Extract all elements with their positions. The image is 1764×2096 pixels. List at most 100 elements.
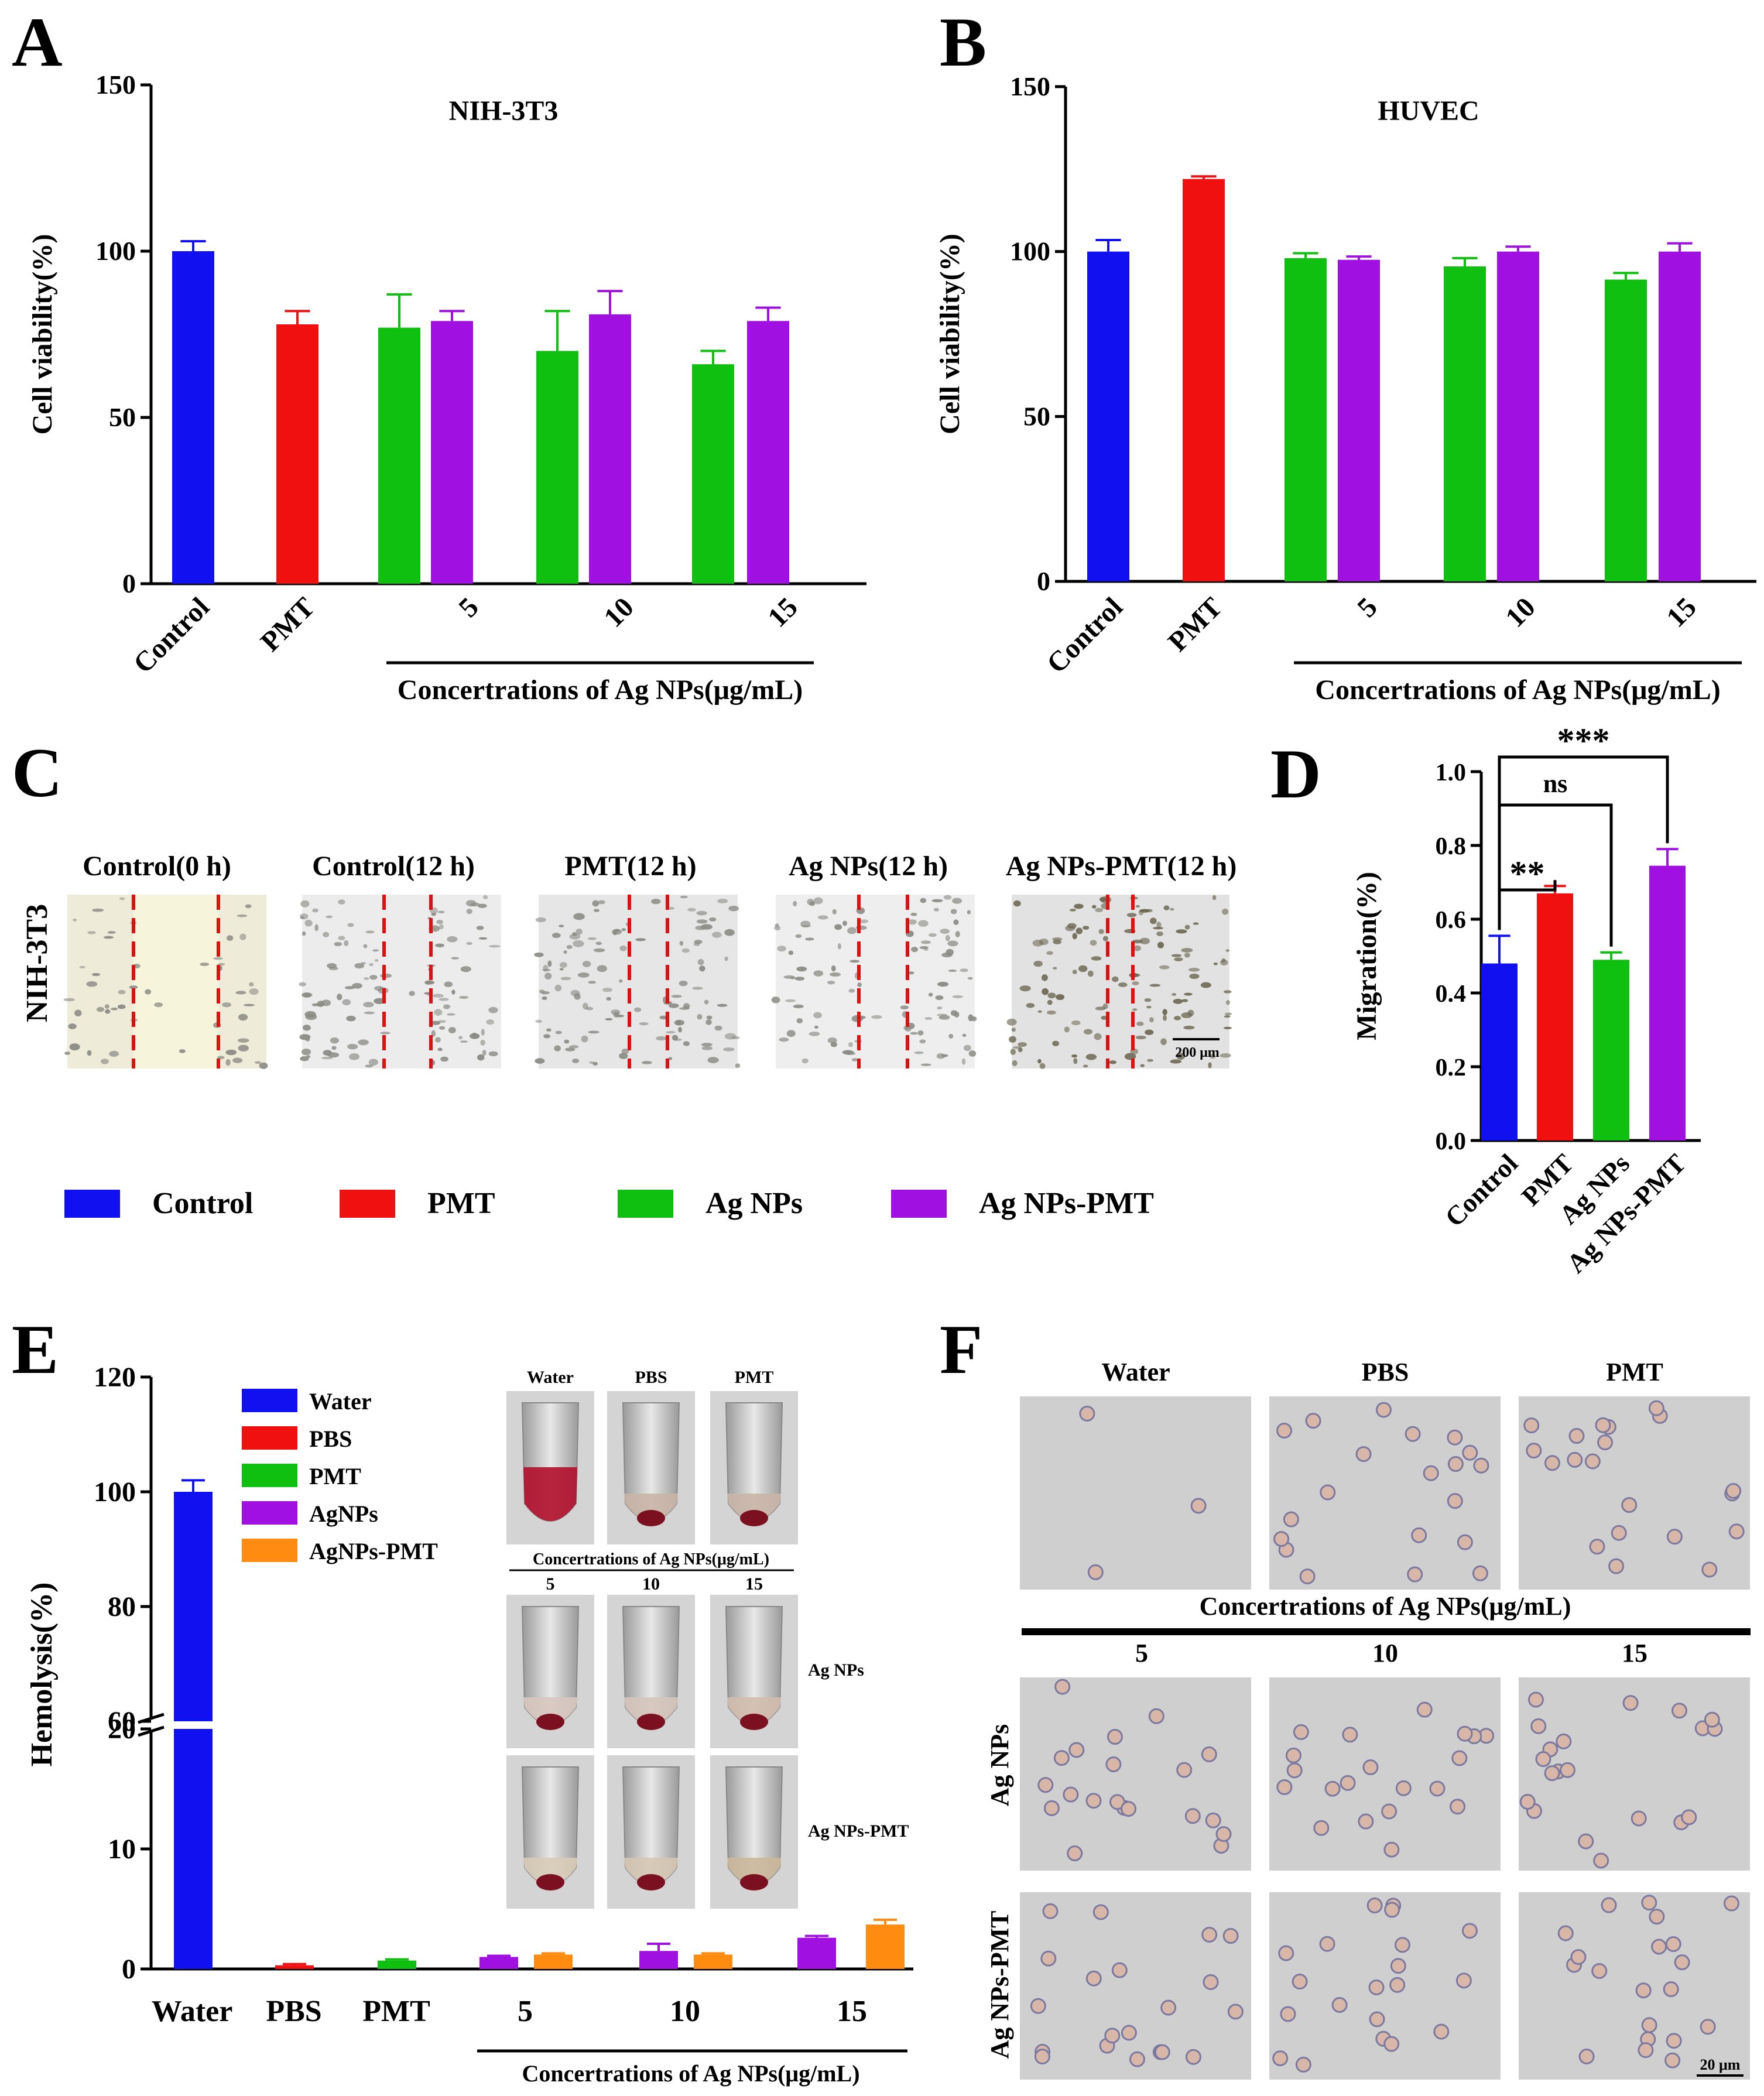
red-blood-cell [1568, 1428, 1585, 1444]
cell [1225, 949, 1230, 952]
cell [848, 1042, 853, 1047]
cell [544, 972, 552, 980]
legend-label-pmt: PMT [427, 1187, 495, 1220]
red-blood-cell [1375, 1402, 1392, 1418]
x-tick-label: Control [1041, 591, 1129, 679]
cell [573, 913, 585, 920]
cell [697, 1014, 703, 1020]
cell [369, 963, 374, 967]
cell [554, 984, 562, 992]
legend-swatch-pmt [340, 1190, 395, 1218]
red-blood-cell [1638, 2042, 1654, 2059]
cell [222, 1002, 232, 1008]
cell [1193, 922, 1199, 925]
legend-swatch [242, 1501, 297, 1525]
cell [834, 924, 842, 930]
cell [947, 940, 958, 947]
cell [588, 1030, 600, 1034]
legend-label: PMT [309, 1463, 361, 1489]
panel-label-a: A [12, 3, 63, 81]
red-blood-cell [1109, 1794, 1125, 1810]
cell [693, 941, 700, 947]
cell [104, 1004, 109, 1009]
red-blood-cell [1040, 1950, 1057, 1967]
cell [1146, 1059, 1154, 1062]
cell [971, 1016, 977, 1022]
cell [344, 940, 349, 946]
cell [338, 899, 345, 905]
cell [439, 998, 449, 1001]
cell [1032, 939, 1044, 947]
cell [790, 977, 796, 979]
panel-label-d: D [1270, 735, 1321, 813]
cell [447, 936, 458, 943]
cell [696, 910, 707, 916]
cell [1140, 1064, 1145, 1067]
cell [920, 1063, 931, 1066]
x-tick-label: 10 [670, 1995, 700, 2028]
cell [722, 1047, 735, 1052]
rbc-image [1519, 1892, 1750, 2080]
cell [1010, 1049, 1016, 1055]
bar-ag-nps-pmt [431, 321, 473, 584]
cell [1085, 1053, 1097, 1060]
tube-label-pbs: PBS [635, 1368, 667, 1387]
cell [842, 920, 847, 926]
red-blood-cell [1390, 1958, 1406, 1974]
cell [434, 1037, 441, 1043]
red-blood-cell [1148, 1708, 1164, 1724]
red-blood-cell [1034, 2049, 1050, 2065]
cell [1213, 962, 1218, 965]
cell [225, 1059, 231, 1066]
red-blood-cell [1176, 1762, 1193, 1778]
cell [563, 950, 567, 954]
cell [714, 1025, 722, 1031]
cell [704, 999, 709, 1005]
cell [1026, 1003, 1035, 1008]
cell [304, 919, 313, 927]
cell [1159, 965, 1170, 970]
cell [64, 1052, 71, 1055]
red-blood-cell [1222, 1928, 1239, 1944]
scratch-image-4 [776, 895, 975, 1068]
cell [731, 1036, 740, 1039]
cell [1074, 903, 1084, 909]
cell [671, 995, 682, 998]
cell [346, 1015, 356, 1022]
cell [709, 917, 717, 922]
cell [225, 1049, 237, 1056]
cell [1046, 951, 1053, 955]
cell [717, 1004, 728, 1007]
cell [1171, 954, 1182, 957]
legend-swatch-control [64, 1190, 120, 1218]
cell [436, 919, 443, 924]
cell [488, 1051, 498, 1057]
red-blood-cell [1331, 1997, 1348, 2013]
cell [86, 981, 98, 987]
cell [1220, 1053, 1231, 1058]
cell [1046, 1010, 1056, 1015]
cell [701, 1042, 713, 1047]
chart-title: NIH-3T3 [449, 95, 559, 126]
red-blood-cell [1674, 1954, 1690, 1971]
cell [728, 906, 739, 912]
cell [805, 937, 814, 941]
cell [857, 982, 862, 987]
cell [573, 940, 584, 947]
cell [1052, 937, 1063, 941]
tube-liquid [624, 1858, 678, 1885]
cell [908, 919, 917, 925]
cell [800, 920, 811, 927]
cell [564, 1047, 576, 1052]
cell [323, 1050, 332, 1056]
cell [488, 1006, 498, 1013]
cell [928, 992, 933, 997]
cell [109, 1050, 119, 1057]
tube-liquid [727, 1494, 781, 1521]
cell [858, 919, 869, 923]
y-tick-label: 100 [1010, 237, 1050, 266]
red-blood-cell [1272, 2050, 1289, 2067]
cell [300, 916, 304, 919]
cell [1163, 905, 1170, 910]
